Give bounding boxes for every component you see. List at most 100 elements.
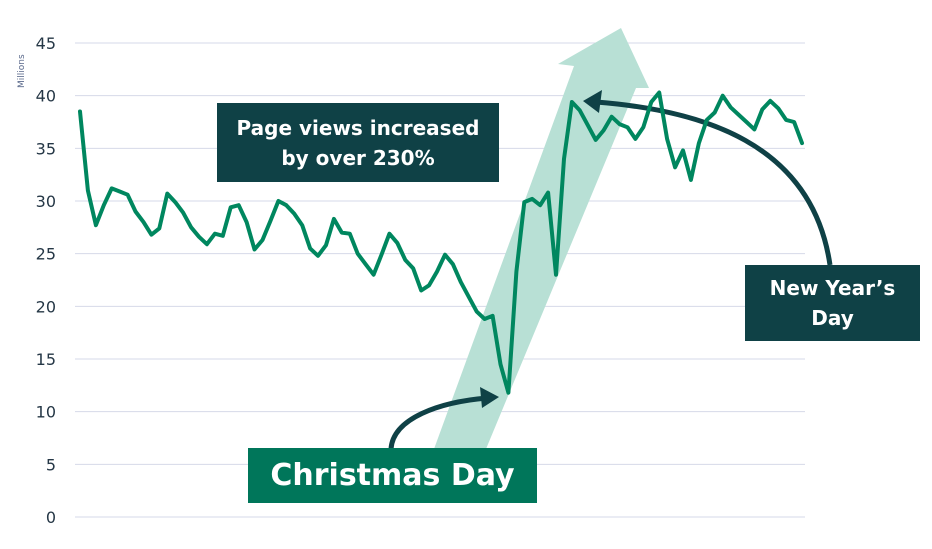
data-point [514,270,518,274]
christmas-pointer-arrowhead [480,387,499,408]
data-point [641,125,645,129]
data-point [499,362,503,366]
data-point [625,125,629,129]
data-point [126,193,130,197]
data-point [260,238,264,242]
page-views-callout-line-1: Page views increased [236,116,480,140]
data-point [538,203,542,207]
data-point [165,192,169,196]
data-point [459,280,463,284]
data-point [562,157,566,161]
y-tick-label: 30 [36,192,56,211]
data-point [245,220,249,224]
data-point [379,253,383,257]
data-point [387,232,391,236]
y-tick-label: 25 [36,245,56,264]
y-tick-label: 40 [36,87,56,106]
data-point [308,246,312,250]
data-point [800,141,804,145]
data-point [435,270,439,274]
y-tick-label: 10 [36,403,56,422]
data-point [554,273,558,277]
data-point [403,258,407,262]
data-point [776,106,780,110]
data-point [173,200,177,204]
data-point [657,91,661,95]
y-tick-label: 20 [36,297,56,316]
data-point [213,232,217,236]
data-point [253,247,257,251]
new-year-callout-line-2: Day [811,306,854,330]
data-point [681,148,685,152]
data-point [284,203,288,207]
christmas-day-callout: Christmas Day [248,448,537,503]
data-point [752,127,756,131]
data-point [427,283,431,287]
data-point [483,317,487,321]
data-point [205,242,209,246]
new-years-day-callout: New Year’s Day [745,265,920,341]
data-point [721,94,725,98]
data-point [594,138,598,142]
trend-arrow [434,28,649,449]
data-point [110,186,114,190]
data-point [348,232,352,236]
page-views-increase-callout: Page views increased by over 230% [217,103,499,182]
data-point [292,212,296,216]
page-views-callout-line-2: by over 230% [281,146,435,170]
data-point [665,137,669,141]
data-point [94,223,98,227]
christmas-pointer-arrow [388,395,488,450]
data-point [491,314,495,318]
data-point [237,203,241,207]
data-point [633,137,637,141]
data-point [78,109,82,113]
data-point [86,188,90,192]
new-year-pointer-arrow [595,99,833,266]
data-point [713,111,717,115]
data-point [784,118,788,122]
data-point [578,108,582,112]
data-point [229,205,233,209]
data-point [602,128,606,132]
data-point [443,253,447,257]
data-point [356,252,360,256]
data-point [792,120,796,124]
new-year-pointer-arrowhead [583,90,602,113]
data-point [673,165,677,169]
y-axis-unit-label: Millions [17,54,27,88]
series-points [78,91,804,395]
page-views-series-line [78,90,804,395]
data-point [506,391,510,395]
data-point [522,200,526,204]
data-point [768,99,772,103]
new-year-callout-line-1: New Year’s [769,276,896,300]
data-point [395,241,399,245]
data-point [157,226,161,230]
data-point [340,231,344,235]
data-point [332,217,336,221]
data-point [618,122,622,126]
data-point [141,220,145,224]
data-point [760,107,764,111]
data-point [467,295,471,299]
data-point [102,203,106,207]
y-tick-label: 15 [36,350,56,369]
gridlines [75,42,805,518]
data-point [118,190,122,194]
data-point [737,113,741,117]
data-point [268,219,272,223]
data-point [697,141,701,145]
data-point [649,100,653,104]
data-point [316,254,320,258]
data-point [324,243,328,247]
data-point [744,120,748,124]
data-point [300,223,304,227]
y-tick-labels: 0 5 10 15 20 25 30 35 40 45 [36,34,56,527]
data-point [221,234,225,238]
data-point [134,210,138,214]
data-point [475,310,479,314]
data-point [364,262,368,266]
y-tick-label: 5 [46,455,56,474]
